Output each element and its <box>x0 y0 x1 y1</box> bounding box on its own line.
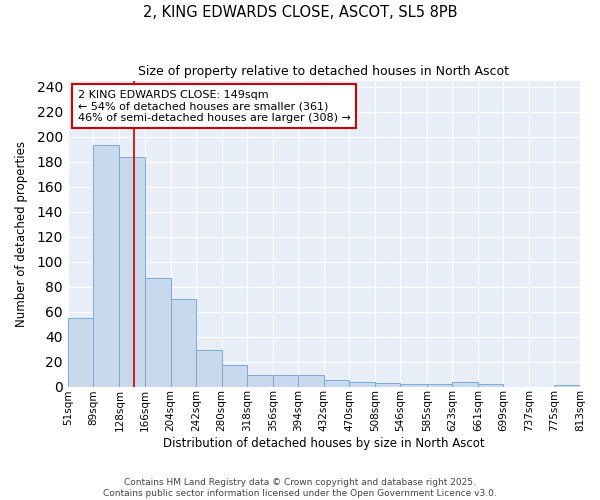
Bar <box>93 146 119 386</box>
Bar <box>196 350 221 386</box>
Bar <box>478 384 503 386</box>
Text: Contains HM Land Registry data © Crown copyright and database right 2025.
Contai: Contains HM Land Registry data © Crown c… <box>103 478 497 498</box>
Bar <box>119 156 145 386</box>
Bar <box>400 384 427 386</box>
Bar <box>221 366 247 386</box>
Bar <box>427 384 452 386</box>
Bar <box>324 380 349 386</box>
Bar <box>298 376 324 386</box>
Bar <box>349 382 375 386</box>
Bar <box>170 299 196 386</box>
Text: 2, KING EDWARDS CLOSE, ASCOT, SL5 8PB: 2, KING EDWARDS CLOSE, ASCOT, SL5 8PB <box>143 5 457 20</box>
Y-axis label: Number of detached properties: Number of detached properties <box>15 140 28 326</box>
Bar <box>452 382 478 386</box>
Bar <box>247 376 273 386</box>
Bar <box>68 318 93 386</box>
Text: 2 KING EDWARDS CLOSE: 149sqm
← 54% of detached houses are smaller (361)
46% of s: 2 KING EDWARDS CLOSE: 149sqm ← 54% of de… <box>78 90 351 123</box>
Bar <box>375 383 400 386</box>
Title: Size of property relative to detached houses in North Ascot: Size of property relative to detached ho… <box>139 65 509 78</box>
Bar <box>145 278 170 386</box>
Bar <box>273 376 298 386</box>
X-axis label: Distribution of detached houses by size in North Ascot: Distribution of detached houses by size … <box>163 437 485 450</box>
